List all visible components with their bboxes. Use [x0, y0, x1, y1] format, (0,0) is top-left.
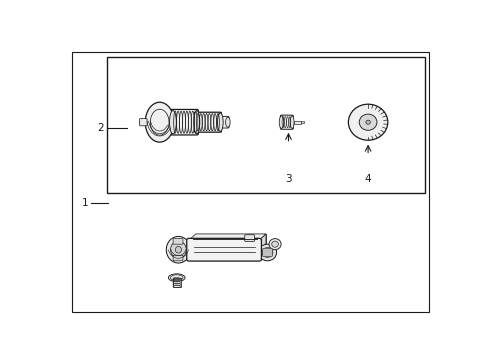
Ellipse shape [168, 274, 184, 282]
FancyBboxPatch shape [170, 109, 198, 135]
Ellipse shape [193, 111, 200, 134]
Ellipse shape [170, 241, 186, 258]
Ellipse shape [290, 116, 293, 129]
Ellipse shape [217, 113, 223, 131]
Ellipse shape [169, 111, 176, 134]
Text: 4: 4 [364, 174, 371, 184]
Polygon shape [196, 234, 265, 253]
Ellipse shape [166, 237, 190, 263]
FancyBboxPatch shape [139, 118, 147, 126]
Text: 3: 3 [285, 174, 291, 184]
Ellipse shape [271, 241, 278, 247]
Polygon shape [259, 234, 265, 260]
Ellipse shape [145, 102, 174, 142]
FancyBboxPatch shape [280, 115, 293, 129]
FancyBboxPatch shape [173, 239, 183, 244]
Ellipse shape [279, 116, 283, 129]
FancyBboxPatch shape [194, 112, 221, 132]
Bar [173, 278, 180, 287]
Polygon shape [189, 234, 265, 240]
Bar [293, 121, 300, 124]
Text: 2: 2 [98, 123, 104, 133]
Text: 1: 1 [81, 198, 88, 208]
FancyBboxPatch shape [218, 116, 228, 128]
Ellipse shape [225, 117, 230, 127]
Bar [300, 121, 303, 123]
Ellipse shape [347, 104, 387, 140]
FancyBboxPatch shape [186, 238, 261, 261]
Ellipse shape [258, 244, 276, 261]
Ellipse shape [365, 120, 369, 124]
FancyBboxPatch shape [173, 255, 183, 261]
Ellipse shape [359, 114, 376, 130]
Ellipse shape [268, 239, 281, 250]
Ellipse shape [175, 246, 181, 253]
FancyBboxPatch shape [262, 248, 272, 257]
Bar [106, 57, 424, 193]
Ellipse shape [262, 247, 272, 257]
FancyBboxPatch shape [244, 235, 254, 242]
